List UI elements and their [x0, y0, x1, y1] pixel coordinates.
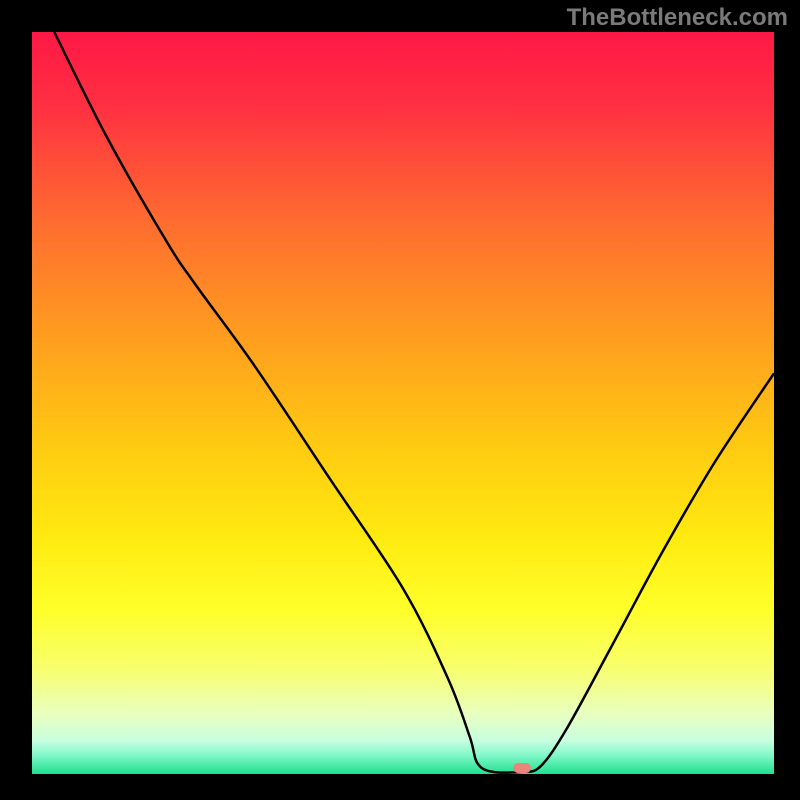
curve-layer	[32, 32, 774, 774]
bottleneck-curve	[54, 32, 774, 773]
plot-area	[32, 32, 774, 774]
watermark-text: TheBottleneck.com	[567, 4, 788, 32]
chart-container: TheBottleneck.com	[0, 0, 800, 800]
optimum-marker	[513, 763, 531, 773]
